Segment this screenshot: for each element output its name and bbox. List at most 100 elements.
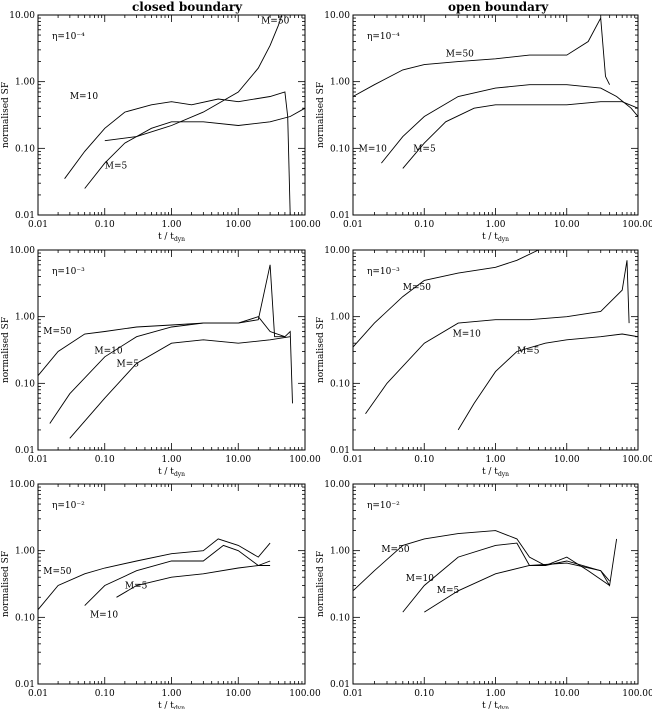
eta-annotation: η=10⁻⁴ — [367, 32, 400, 42]
series-line-m-5 — [69, 336, 291, 439]
y-tick-label: 10.00 — [9, 246, 35, 256]
x-tick-label: 1.00 — [161, 455, 181, 465]
y-tick-label: 1.00 — [15, 78, 35, 88]
y-tick-label: 0.01 — [15, 446, 35, 456]
x-axis-label-subscript: dyn — [174, 705, 185, 709]
y-tick-label: 0.10 — [330, 613, 350, 623]
y-axis-label: normalised SF — [316, 317, 326, 383]
chart-panel-0: 0.01 0.10 1.00 10.00 100.00 0.01 0.10 1.00 10.00… — [1, 11, 321, 243]
series-line-m-5 — [402, 101, 639, 169]
x-tick-label: 1.00 — [161, 220, 181, 230]
x-tick-label: 10.00 — [225, 689, 251, 699]
series-line-m-10 — [381, 84, 639, 164]
x-tick-label: 0.01 — [343, 689, 363, 699]
series-label-m-50: M=50 — [43, 327, 71, 337]
series-label-m-10: M=10 — [406, 574, 434, 584]
x-tick-label: 1.00 — [485, 455, 505, 465]
y-tick-label: 1.00 — [330, 313, 350, 323]
series-line-m-10 — [49, 316, 286, 424]
x-tick-label: 0.10 — [95, 455, 115, 465]
series-line-m-10 — [84, 544, 271, 606]
y-tick-label: 0.01 — [15, 211, 35, 221]
series-label-m-5: M=5 — [105, 161, 128, 171]
plot-frame — [37, 249, 306, 451]
column-title-closed: closed boundary — [132, 0, 243, 14]
series-label-m-50: M=50 — [446, 49, 474, 59]
eta-annotation: η=10⁻³ — [367, 267, 400, 277]
y-tick-label: 0.01 — [330, 211, 350, 221]
y-tick-label: 10.00 — [324, 11, 350, 21]
x-tick-label: 0.10 — [95, 220, 115, 230]
plot-frame — [352, 14, 639, 216]
plot-frame — [352, 483, 639, 685]
y-tick-label: 0.10 — [15, 379, 35, 389]
series-line-m-50 — [352, 249, 539, 348]
x-tick-label: 0.01 — [343, 220, 363, 230]
y-tick-label: 0.10 — [15, 144, 35, 154]
y-tick-label: 0.10 — [330, 144, 350, 154]
x-tick-label: 0.01 — [28, 220, 48, 230]
series-label-m-10: M=10 — [453, 330, 481, 340]
x-tick-label: 1.00 — [485, 220, 505, 230]
x-tick-label: 0.01 — [28, 689, 48, 699]
y-axis-label: normalised SF — [1, 551, 11, 617]
x-tick-label: 100.00 — [289, 455, 321, 465]
x-tick-label: 0.01 — [28, 455, 48, 465]
plot-frame — [352, 249, 639, 451]
y-tick-label: 0.01 — [15, 680, 35, 690]
y-tick-label: 0.01 — [330, 680, 350, 690]
series-label-m-50: M=50 — [43, 567, 71, 577]
series-label-m-5: M=5 — [413, 144, 436, 154]
x-tick-label: 100.00 — [289, 689, 321, 699]
series-line-m-50 — [37, 264, 293, 404]
series-label-m-10: M=10 — [70, 92, 98, 102]
series-label-m-10: M=10 — [359, 144, 387, 154]
series-label-m-5: M=5 — [117, 359, 140, 369]
series-label-m-10: M=10 — [90, 610, 118, 620]
plot-frame — [37, 14, 306, 216]
series-line-m-5 — [457, 333, 639, 431]
y-axis-label: normalised SF — [316, 82, 326, 148]
x-axis-label-subscript: dyn — [498, 236, 509, 243]
series-line-m-50 — [37, 538, 271, 610]
series-label-m-5: M=5 — [517, 347, 540, 357]
series-line-m-5 — [116, 565, 271, 598]
x-tick-label: 100.00 — [289, 220, 321, 230]
series-label-m-5: M=5 — [125, 582, 148, 592]
x-tick-label: 0.10 — [414, 455, 434, 465]
y-axis-label: normalised SF — [316, 551, 326, 617]
plot-frame — [37, 483, 306, 685]
x-axis-label: t / tdyn — [158, 701, 185, 709]
y-tick-label: 10.00 — [9, 11, 35, 21]
x-axis-label-subscript: dyn — [174, 471, 185, 478]
x-tick-label: 10.00 — [554, 455, 580, 465]
x-axis-label: t / tdyn — [158, 467, 185, 478]
y-tick-label: 0.01 — [330, 446, 350, 456]
x-tick-label: 0.10 — [414, 220, 434, 230]
chart-panel-4: 0.01 0.10 1.00 10.00 100.00 0.01 0.10 1.00 10.00… — [1, 480, 321, 709]
series-label-m-50: M=50 — [261, 16, 289, 26]
y-axis-label: normalised SF — [1, 82, 11, 148]
chart-panel-3: 0.01 0.10 1.00 10.00 100.00 0.01 0.10 1.00 10.00… — [316, 246, 652, 478]
y-axis-label: normalised SF — [1, 317, 11, 383]
series-line-m-10 — [402, 542, 610, 613]
x-tick-label: 0.01 — [343, 455, 363, 465]
chart-panel-2: 0.01 0.10 1.00 10.00 100.00 0.01 0.10 1.00 10.00… — [1, 246, 321, 478]
y-tick-label: 0.10 — [330, 379, 350, 389]
x-tick-label: 10.00 — [225, 220, 251, 230]
y-tick-label: 1.00 — [15, 547, 35, 557]
x-axis-label-subscript: dyn — [174, 236, 185, 243]
x-axis-label: t / tdyn — [482, 701, 509, 709]
x-axis-label-subscript: dyn — [498, 471, 509, 478]
y-tick-label: 1.00 — [330, 547, 350, 557]
x-axis-label: t / tdyn — [158, 232, 185, 243]
x-tick-label: 10.00 — [554, 689, 580, 699]
series-line-m-10 — [365, 260, 630, 414]
x-tick-label: 1.00 — [161, 689, 181, 699]
series-label-m-50: M=50 — [381, 545, 409, 555]
column-title-open: open boundary — [448, 0, 549, 14]
series-line-m-50 — [352, 16, 611, 97]
x-tick-label: 0.10 — [414, 689, 434, 699]
series-line-m-5 — [424, 562, 610, 613]
x-axis-label-subscript: dyn — [498, 705, 509, 709]
